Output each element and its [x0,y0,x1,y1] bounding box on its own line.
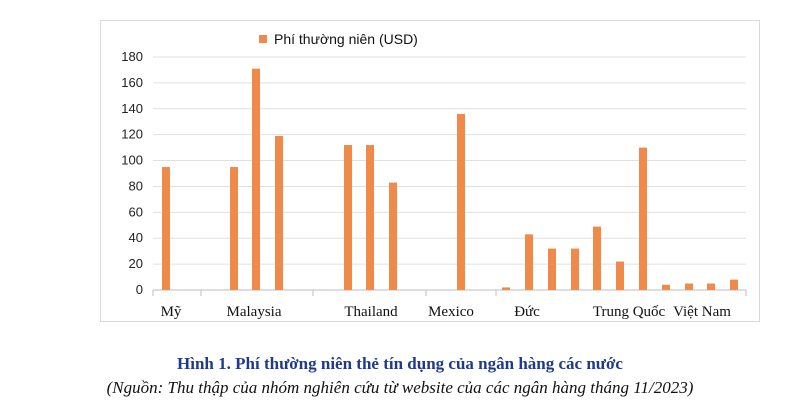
category-label: Mexico [428,304,474,320]
bar [707,283,715,290]
bar [730,279,738,290]
bar [571,248,579,290]
category-label: Thailand [344,304,398,320]
bar [616,261,624,290]
category-label: Trung Quốc [593,304,666,320]
category-label: Đức [514,304,540,320]
bar [639,147,647,290]
y-tick-label: 160 [121,75,143,90]
category-label: Mỹ [161,304,182,320]
bar [162,167,170,290]
bar [275,135,283,290]
bar [252,68,260,291]
y-tick-label: 140 [121,101,143,116]
bar [389,182,397,290]
y-tick-label: 0 [136,282,143,297]
bar [685,283,693,290]
y-tick-label: 60 [129,204,143,219]
bar [548,248,556,290]
y-tick-label: 20 [129,256,143,271]
chart-panel: 0 20 40 60 80 100 120 140 160 180 Mỹ Malaysia Thaila… [100,20,760,322]
bar [502,287,510,290]
bar [662,284,670,290]
bar [230,167,238,290]
y-tick-label: 180 [121,49,143,64]
legend-swatch [259,35,267,43]
bar-chart: 0 20 40 60 80 100 120 140 160 180 Mỹ Malaysia Thaila… [121,31,747,320]
bar [457,113,465,290]
bar [593,226,601,290]
y-tick-label: 100 [121,153,143,168]
bar [344,145,352,290]
source-note: (Nguồn: Thu thập của nhóm nghiên cứu từ … [106,378,694,397]
category-label: Malaysia [227,304,282,320]
bar [366,145,374,290]
bar [525,234,533,290]
category-label: Việt Nam [673,304,731,320]
y-tick-label: 40 [129,230,143,245]
figure-caption: Hình 1. Phí thường niên thẻ tín dụng của… [177,354,623,373]
legend-label: Phí thường niên (USD) [274,31,418,47]
y-tick-label: 80 [129,178,143,193]
y-tick-label: 120 [121,127,143,142]
